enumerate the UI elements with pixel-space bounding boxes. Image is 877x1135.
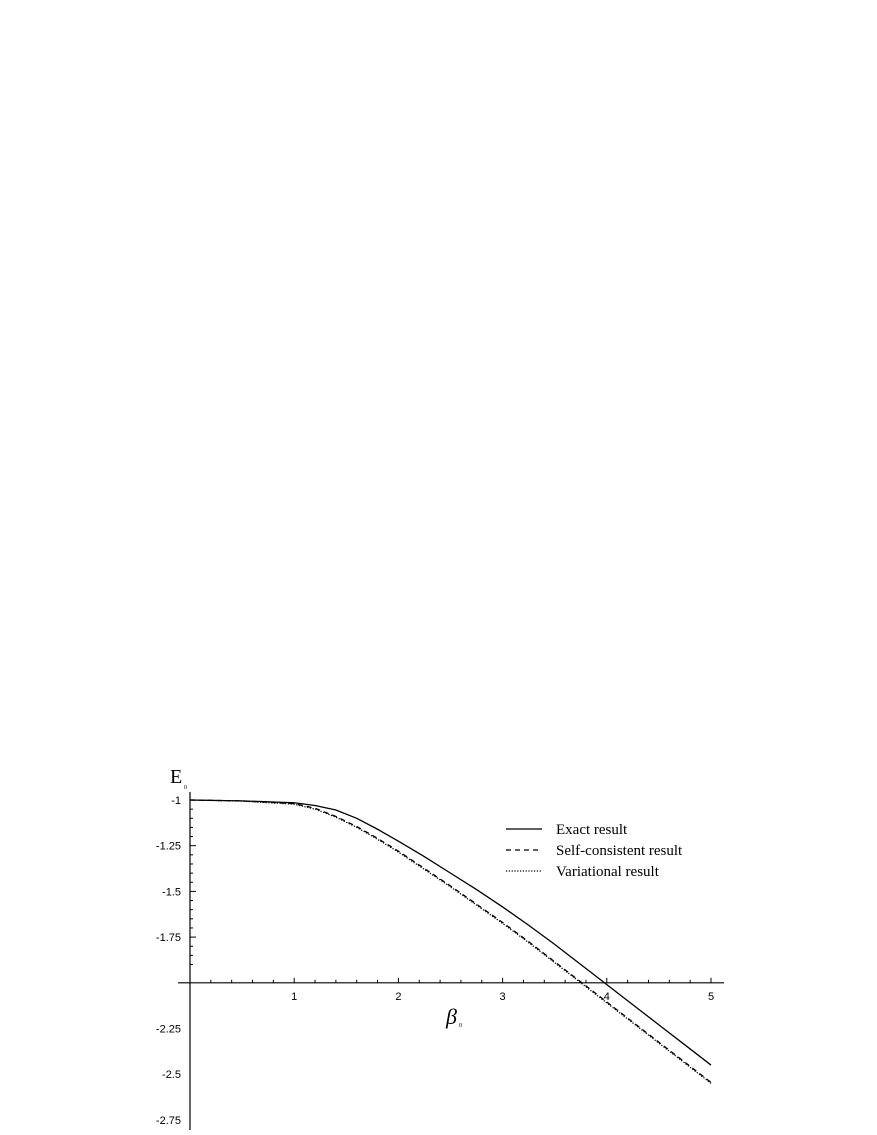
tick-labels: 1 2 3 4 5 -1 -1.25 -1.5 -1.75 -2.25 -2.5 -2.75 (156, 795, 714, 1127)
axes (178, 792, 724, 1130)
y-tick-label: -1.75 (156, 932, 181, 944)
x-tick-label: 2 (395, 991, 401, 1003)
legend-label: Exact result (556, 822, 628, 838)
x-axis-title: β (445, 1004, 457, 1029)
legend-label: Self-consistent result (556, 843, 683, 859)
x-tick-label: 3 (500, 991, 506, 1003)
ticks (190, 799, 712, 983)
y-tick-label: -1.25 (156, 841, 181, 853)
y-axis-title: E (170, 766, 182, 788)
y-axis-title-subscript: 0 (184, 785, 187, 791)
y-tick-label: -2.75 (156, 1115, 181, 1127)
x-tick-label: 4 (604, 991, 610, 1003)
y-tick-label: -2.25 (156, 1024, 181, 1036)
series-line-3 (189, 799, 712, 1084)
series-line-2 (189, 799, 712, 1083)
y-tick-label: -2.5 (162, 1069, 181, 1081)
x-tick-label: 5 (708, 991, 714, 1003)
series-line-1 (189, 799, 712, 1066)
x-tick-label: 1 (291, 991, 297, 1003)
legend: Exact result Self-consistent result Variat… (506, 822, 683, 880)
y-tick-label: -1.5 (162, 886, 181, 898)
curves (189, 799, 712, 1084)
legend-label: Variational result (556, 864, 660, 880)
x-axis-title-subscript: 0 (459, 1023, 462, 1029)
y-tick-label: -1 (171, 795, 181, 807)
